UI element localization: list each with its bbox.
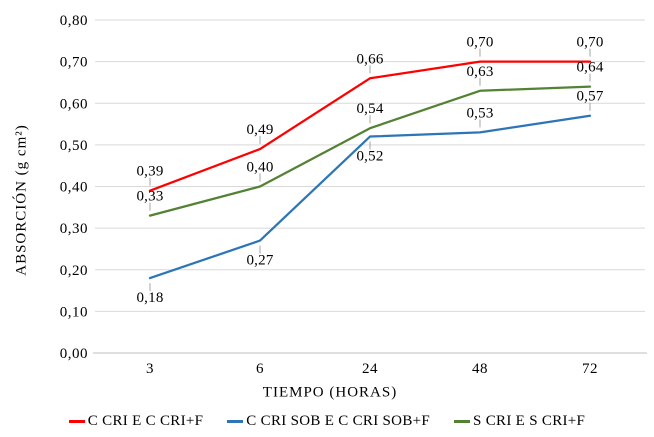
legend-label: S CRI E S CRI+F (473, 413, 586, 429)
y-tick-label: 0,80 (60, 13, 88, 29)
legend-label: C CRI SOB E C CRI SOB+F (246, 413, 431, 429)
data-label: 0,18 (136, 290, 163, 306)
data-label: 0,70 (576, 35, 603, 51)
series-line-c-cri-e-c-cri-f (148, 60, 592, 192)
x-axis-title: TIEMPO (HORAS) (262, 384, 398, 401)
legend-swatch (227, 420, 244, 423)
y-tick-label: 0,10 (60, 304, 88, 320)
y-tick-label: 0,70 (60, 55, 88, 71)
y-tick-label: 0,50 (60, 138, 88, 154)
legend-swatch (454, 420, 471, 423)
x-tick-label: 3 (146, 361, 154, 377)
legend-item: C CRI SOB E C CRI SOB+F (227, 413, 430, 430)
data-label: 0,66 (356, 51, 383, 67)
data-label: 0,49 (246, 122, 273, 138)
data-label: 0,40 (246, 160, 273, 176)
y-tick-label: 0,00 (60, 346, 88, 362)
y-axis-title: ABSORCIÓN (g cm²) (13, 124, 30, 276)
data-label: 0,70 (466, 35, 493, 51)
legend-item: S CRI E S CRI+F (454, 413, 585, 430)
legend: C CRI E C CRI+F C CRI SOB E C CRI SOB+F S … (0, 413, 654, 430)
legend-swatch (68, 420, 85, 423)
data-label: 0,52 (356, 149, 383, 165)
y-tick-label: 0,60 (60, 96, 88, 112)
legend-label: C CRI E C CRI+F (87, 413, 204, 429)
data-label: 0,27 (246, 253, 273, 269)
data-label: 0,57 (576, 89, 603, 105)
x-tick-label: 6 (256, 361, 264, 377)
data-label: 0,63 (466, 64, 493, 80)
x-tick-label: 72 (582, 361, 598, 377)
y-tick-label: 0,30 (60, 221, 88, 237)
series-line-c-cri-sob-e-c-cri-sob-f (148, 114, 592, 280)
data-label: 0,54 (356, 101, 383, 117)
x-tick-label: 24 (362, 361, 378, 377)
data-label: 0,33 (136, 189, 163, 205)
data-label: 0,39 (136, 164, 163, 180)
data-label: 0,53 (466, 105, 493, 121)
series-line-s-cri-e-s-cri-f (148, 85, 592, 217)
y-tick-label: 0,40 (60, 180, 88, 196)
x-tick-label: 48 (472, 361, 488, 377)
data-label: 0,64 (576, 60, 603, 76)
y-tick-label: 0,20 (60, 263, 88, 279)
legend-item: C CRI E C CRI+F (68, 413, 204, 430)
